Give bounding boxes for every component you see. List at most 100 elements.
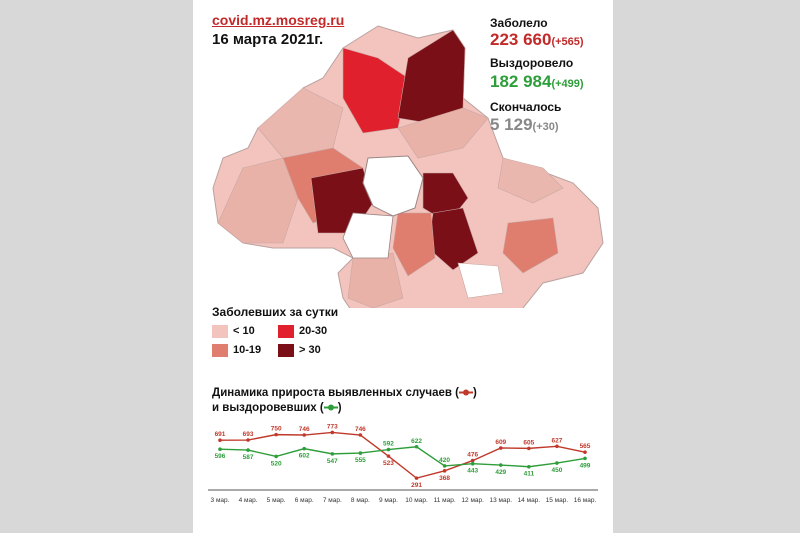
series-0-point bbox=[414, 476, 419, 480]
x-tick-label: 16 мар. bbox=[574, 497, 597, 504]
series-1-point bbox=[358, 451, 363, 455]
series-1-data-label: 596 bbox=[215, 453, 226, 460]
legend-label-lt10: < 10 bbox=[233, 325, 255, 337]
series-0-data-label: 691 bbox=[215, 431, 226, 438]
report-date: 16 марта 2021г. bbox=[212, 31, 324, 48]
sick-value: 223 660 bbox=[490, 30, 552, 49]
series-0-data-label: 565 bbox=[580, 443, 591, 450]
map-district-egoryevsk bbox=[502, 217, 559, 274]
series-1-point bbox=[498, 463, 503, 467]
series-1-point bbox=[527, 464, 531, 469]
chart-title: Динамика прироста выявленных случаев () … bbox=[212, 387, 477, 414]
map-legend-title: Заболевших за сутки bbox=[212, 305, 339, 319]
series-1-data-label: 411 bbox=[524, 471, 535, 478]
series-1-data-label: 429 bbox=[495, 469, 506, 476]
series-1-point bbox=[274, 454, 278, 459]
x-tick-label: 3 мар. bbox=[211, 497, 230, 504]
legend-label-gt30: > 30 bbox=[299, 344, 321, 356]
map-district-east bbox=[497, 157, 564, 204]
legend-swatch-20-30 bbox=[278, 325, 294, 338]
x-tick-label: 13 мар. bbox=[489, 497, 512, 504]
series-0-point bbox=[386, 454, 391, 458]
series-1-data-label: 555 bbox=[355, 457, 366, 464]
series-0-point bbox=[555, 444, 559, 449]
series-1-data-label: 520 bbox=[271, 460, 282, 467]
series-0-point bbox=[218, 438, 222, 443]
map-new-moscow bbox=[342, 212, 394, 259]
series-0-point bbox=[358, 433, 363, 437]
series-1-data-label: 450 bbox=[551, 467, 562, 474]
died-label: Скончалось bbox=[490, 100, 562, 114]
died-value: 5 129 bbox=[490, 115, 533, 134]
series-0-data-label: 627 bbox=[551, 437, 562, 444]
series-0-data-label: 605 bbox=[523, 439, 534, 446]
x-tick-label: 6 мар. bbox=[295, 497, 314, 504]
series-0-data-label: 523 bbox=[383, 460, 394, 467]
series-1-data-label: 547 bbox=[327, 458, 338, 465]
series-0-data-label: 773 bbox=[327, 423, 338, 430]
series-line-0 bbox=[219, 431, 586, 479]
recovered-value: 182 984 bbox=[490, 72, 552, 91]
x-tick-label: 14 мар. bbox=[518, 497, 541, 504]
map-district-northwest bbox=[257, 87, 344, 159]
legend-label-20-30: 20-30 bbox=[299, 325, 328, 337]
series-1-point bbox=[414, 444, 419, 449]
moscow-region-map bbox=[212, 25, 604, 308]
x-tick-label: 8 мар. bbox=[351, 497, 370, 504]
died-delta: (+30) bbox=[532, 121, 559, 133]
series-0-point bbox=[470, 458, 475, 463]
series-0-point bbox=[274, 432, 278, 437]
series-1-point bbox=[555, 461, 559, 465]
series-0-point bbox=[246, 438, 250, 442]
series-0-data-label: 476 bbox=[467, 452, 478, 459]
recovered-marker-icon bbox=[323, 404, 338, 411]
series-1-data-label: 622 bbox=[411, 438, 422, 445]
series-1-data-label: 602 bbox=[299, 453, 310, 460]
series-0-point bbox=[302, 433, 307, 437]
chart-title-line2: и выздоровевших ( bbox=[212, 402, 324, 414]
series-1-point bbox=[583, 456, 587, 461]
map-district-south bbox=[347, 252, 404, 308]
series-0-point bbox=[330, 430, 335, 435]
sick-label: Заболело bbox=[490, 16, 548, 30]
series-1-point bbox=[246, 448, 250, 452]
map-district-kolomna bbox=[457, 262, 504, 299]
chart-title-line1: Динамика прироста выявленных случаев ( bbox=[212, 387, 459, 399]
series-1-data-label: 443 bbox=[467, 468, 478, 475]
series-1-data-label: 587 bbox=[243, 454, 254, 461]
series-0-data-label: 746 bbox=[355, 426, 366, 433]
legend-swatch-lt10 bbox=[212, 325, 228, 338]
series-1-point bbox=[470, 461, 475, 466]
dynamics-chart: 691 693 750 746 773 746 523 291 368 476 609 605 627 5… bbox=[208, 423, 598, 504]
died-counter: 5 129(+30) bbox=[490, 115, 559, 135]
map-district-pushkino bbox=[397, 107, 489, 159]
x-tick-label: 4 мар. bbox=[239, 497, 258, 504]
legend-label-10-19: 10-19 bbox=[233, 344, 262, 356]
x-tick-label: 9 мар. bbox=[379, 497, 398, 504]
x-tick-label: 11 мар. bbox=[434, 497, 456, 504]
series-1-data-label: 499 bbox=[580, 462, 591, 469]
series-0-data-label: 746 bbox=[299, 426, 310, 433]
legend-swatch-gt30 bbox=[278, 344, 294, 357]
recovered-delta: (+499) bbox=[551, 78, 584, 90]
series-1-data-label: 592 bbox=[383, 441, 394, 448]
cases-marker-icon bbox=[458, 389, 473, 396]
legend-swatch-10-19 bbox=[212, 344, 228, 357]
source-link[interactable]: covid.mz.mosreg.ru bbox=[212, 12, 345, 28]
series-0-data-label: 609 bbox=[495, 439, 506, 446]
x-tick-label: 15 мар. bbox=[546, 497, 569, 504]
series-0-data-label: 750 bbox=[271, 426, 282, 433]
x-tick-label: 5 мар. bbox=[267, 497, 286, 504]
series-0-point bbox=[583, 450, 587, 454]
series-1-point bbox=[218, 447, 222, 452]
series-1-point bbox=[302, 446, 307, 451]
series-0-data-label: 368 bbox=[439, 475, 450, 482]
sick-counter: 223 660(+565) bbox=[490, 30, 584, 50]
series-0-data-label: 693 bbox=[243, 431, 254, 438]
x-tick-label: 10 мар. bbox=[405, 497, 428, 504]
series-0-data-label: 291 bbox=[411, 482, 422, 489]
x-tick-label: 7 мар. bbox=[323, 497, 342, 504]
sick-delta: (+565) bbox=[551, 36, 584, 48]
series-0-point bbox=[498, 446, 503, 450]
series-1-data-label: 420 bbox=[439, 457, 450, 464]
